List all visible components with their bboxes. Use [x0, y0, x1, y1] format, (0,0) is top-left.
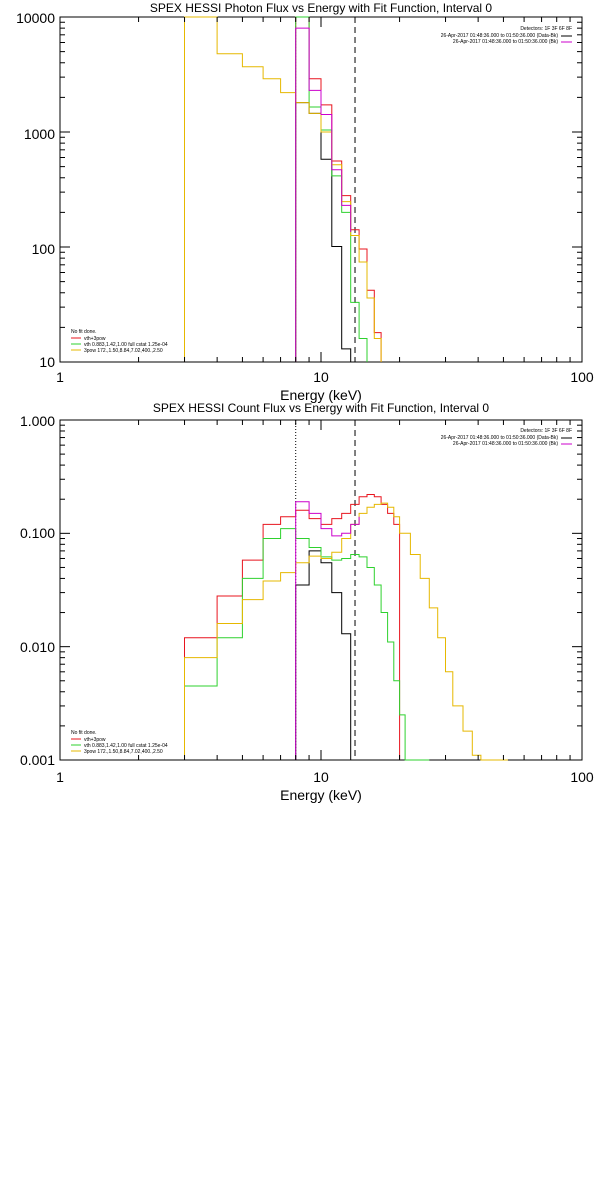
photon-flux-fit-label-1: vth 0.883,1.42,1.00 full cstat 1.25e-04 [84, 342, 168, 348]
photon-flux-fit-label-0: vth+3pow [84, 336, 106, 342]
photon-flux-series-3pow [184, 16, 382, 362]
photon-flux-x-axis-label: Energy (keV) [280, 387, 362, 403]
count-flux-legend-interval-data: 26-Apr-2017 01:48:36.000 to 01:50:36.000… [441, 435, 559, 441]
count-flux-legend: Detectors: 1F 3F 6F 8F 26-Apr-2017 01:48… [441, 428, 572, 447]
count-flux-series-data-bk [295, 550, 352, 760]
photon-flux-x-tick-1: 1 [56, 369, 64, 385]
photon-flux-legend-interval-data: 26-Apr-2017 01:48:36.000 to 01:50:36.000… [441, 33, 559, 39]
count-flux-series-3pow [184, 502, 508, 761]
photon-flux-title: SPEX HESSI Photon Flux vs Energy with Fi… [150, 1, 492, 15]
photon-flux-x-tick-10: 10 [313, 369, 329, 385]
count-flux-legend-interval-bk: 26-Apr-2017 01:48:36.000 to 01:50:36.000… [453, 441, 558, 447]
count-flux-panel: SPEX HESSI Count Flux vs Energy with Fit… [20, 401, 594, 803]
photon-flux-y-tick-100: 100 [32, 241, 56, 257]
count-flux-fit-legend: No fit done. vth+3pow vth 0.883,1.42,1.0… [71, 730, 168, 755]
photon-flux-legend-interval-bk: 26-Apr-2017 01:48:36.000 to 01:50:36.000… [453, 39, 558, 45]
count-flux-title: SPEX HESSI Count Flux vs Energy with Fit… [153, 401, 489, 415]
photon-flux-fit-header: No fit done. [71, 329, 97, 335]
count-flux-series-vth-3pow [184, 494, 401, 760]
count-flux-fit-header: No fit done. [71, 730, 97, 736]
photon-flux-y-tick-1000: 1000 [24, 126, 55, 142]
count-flux-fit-label-0: vth+3pow [84, 737, 106, 743]
count-flux-y-tick-0.001: 0.001 [20, 752, 55, 768]
photon-flux-legend: Detectors: 1F 3F 6F 8F 26-Apr-2017 01:48… [441, 26, 572, 45]
photon-flux-series-bk [295, 27, 352, 362]
photon-flux-panel: SPEX HESSI Photon Flux vs Energy with Fi… [16, 1, 594, 403]
count-flux-x-axis-label: Energy (keV) [280, 787, 362, 803]
count-flux-y-tick-1.000: 1.000 [20, 413, 55, 429]
photon-flux-y-tick-10000: 10000 [16, 10, 55, 26]
count-flux-series-bk [295, 501, 360, 760]
count-flux-legend-detectors: Detectors: 1F 3F 6F 8F [520, 428, 572, 434]
count-flux-series-vth [184, 528, 430, 761]
photon-flux-x-tick-100: 100 [570, 369, 594, 385]
count-flux-fit-label-1: vth 0.883,1.42,1.00 full cstat 1.25e-04 [84, 743, 168, 749]
count-flux-fit-label-2: 3pow 172.,1.50,8.84,7.02,400.,2.50 [84, 749, 163, 755]
count-flux-y-tick-0.010: 0.010 [20, 639, 55, 655]
photon-flux-fit-label-2: 3pow 172.,1.50,8.84,7.02,400.,2.50 [84, 348, 163, 354]
count-flux-x-tick-1: 1 [56, 769, 64, 785]
photon-flux-y-tick-10: 10 [39, 354, 55, 370]
count-flux-x-tick-100: 100 [570, 769, 594, 785]
photon-flux-legend-detectors: Detectors: 1F 3F 6F 8F [520, 26, 572, 32]
count-flux-x-tick-10: 10 [313, 769, 329, 785]
photon-flux-fit-legend: No fit done. vth+3pow vth 0.883,1.42,1.0… [71, 329, 168, 354]
photon-flux-series-vth-3pow [295, 16, 382, 362]
count-flux-y-tick-0.100: 0.100 [20, 525, 55, 541]
